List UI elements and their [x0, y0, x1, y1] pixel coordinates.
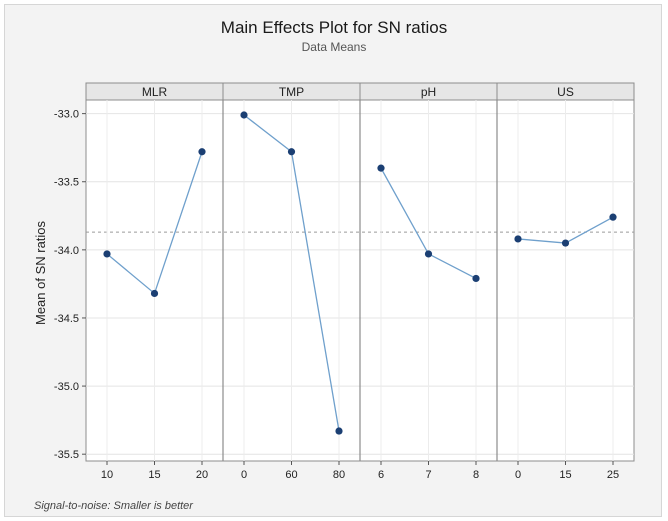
data-point-pH [377, 164, 385, 172]
data-point-TMP [287, 148, 296, 156]
y-tick-label: -35.0 [54, 381, 79, 393]
data-point-TMP [240, 111, 248, 119]
plot-area: MLR 10 15 20 TMP 0 60 80 pH 6 7 8 US 0 15 25 -33.0 -33.5 -… [54, 82, 635, 481]
y-tick-label: -33.0 [54, 109, 79, 121]
y-tick-label: -34.0 [54, 245, 79, 257]
data-point-US [561, 239, 570, 247]
y-tick-label: -35.5 [54, 449, 79, 461]
footnote: Signal-to-noise: Smaller is better [34, 500, 194, 512]
panel-label-US: US [557, 85, 574, 99]
panel-label-TMP: TMP [279, 85, 304, 99]
chart-title: Main Effects Plot for SN ratios [221, 18, 447, 37]
x-tick-label: 10 [101, 469, 113, 481]
panel-label-pH: pH [421, 85, 436, 99]
data-point-pH [424, 250, 433, 258]
x-tick-label: 0 [241, 469, 247, 481]
data-point-US [514, 235, 522, 243]
data-point-pH [472, 274, 480, 283]
x-tick-label: 25 [607, 469, 619, 481]
x-tick-label: 80 [333, 469, 345, 481]
x-tick-label: 8 [473, 469, 479, 481]
data-point-MLR [150, 289, 159, 298]
y-tick-label: -34.5 [54, 313, 79, 325]
y-tick-label: -33.5 [54, 177, 79, 189]
x-tick-label: 20 [196, 469, 208, 481]
x-tick-label: 7 [425, 469, 431, 481]
x-tick-label: 6 [378, 469, 384, 481]
y-axis-label: Mean of SN ratios [33, 220, 48, 325]
chart-subtitle: Data Means [302, 40, 367, 54]
data-point-MLR [103, 250, 111, 258]
data-point-TMP [335, 427, 343, 435]
x-tick-label: 15 [148, 469, 160, 481]
data-point-US [609, 213, 617, 221]
x-tick-label: 15 [559, 469, 571, 481]
panel-label-MLR: MLR [142, 85, 168, 99]
x-tick-label: 60 [285, 469, 297, 481]
x-tick-label: 0 [515, 469, 521, 481]
data-point-MLR [198, 148, 206, 156]
